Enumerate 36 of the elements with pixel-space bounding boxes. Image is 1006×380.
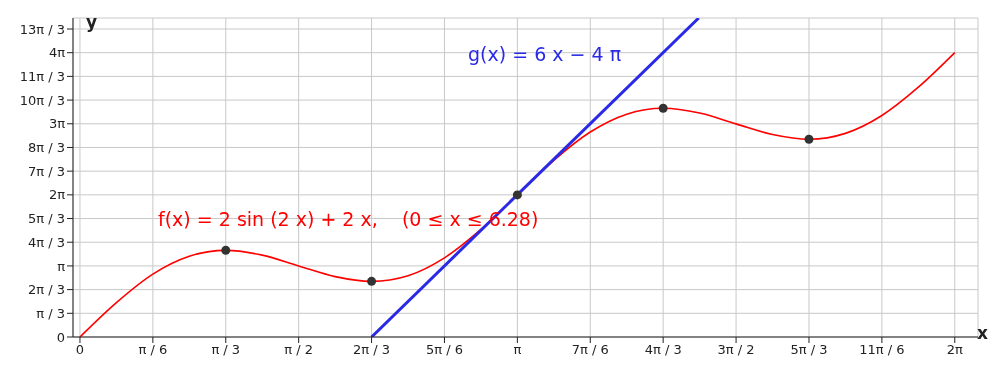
point	[512, 190, 522, 200]
point	[804, 134, 814, 144]
x-tick-label: 0	[75, 342, 85, 358]
x-tick-label: 2π	[946, 342, 963, 358]
series-label: f(x) = 2 sin (2 x) + 2 x, (0 ≤ x ≤ 6.28)	[158, 208, 539, 230]
y-axis-title: y	[85, 12, 97, 33]
x-tick-label: π / 6	[138, 342, 168, 358]
y-tick-label: 2π / 3	[27, 282, 65, 298]
x-tick-label: π / 2	[284, 342, 314, 358]
y-tick-label: π / 3	[36, 305, 65, 321]
x-tick-label: 7π / 6	[571, 342, 609, 358]
x-tick-label: 5π / 6	[425, 342, 463, 358]
y-tick-label: 0	[56, 329, 65, 345]
x-tick-label: π	[513, 342, 522, 358]
point	[658, 103, 668, 113]
x-tick-label: 3π / 2	[717, 342, 755, 358]
point	[221, 245, 231, 255]
y-tick-label: 7π / 3	[27, 163, 65, 179]
x-tick-label: 4π / 3	[644, 342, 682, 358]
y-tick-label: 4π / 3	[27, 234, 65, 250]
x-tick-label: 5π / 3	[790, 342, 828, 358]
y-tick-label: 10π / 3	[19, 92, 65, 108]
x-tick-label: π / 3	[211, 342, 241, 358]
y-tick-label: 5π / 3	[27, 211, 65, 227]
y-tick-label: 3π	[48, 116, 66, 132]
point	[367, 276, 377, 286]
x-axis-title: x	[977, 323, 989, 344]
series-label: g(x) = 6 x − 4 π	[468, 43, 622, 65]
y-tick-label: 2π	[48, 187, 66, 203]
x-tick-label: 2π / 3	[353, 342, 391, 358]
y-tick-label: 13π / 3	[19, 21, 65, 37]
y-tick-label: 4π	[48, 45, 66, 61]
y-tick-label: π	[57, 258, 66, 274]
y-tick-label: 11π / 3	[19, 69, 65, 84]
y-tick-label: 8π / 3	[27, 140, 65, 156]
x-tick-label: 11π / 6	[859, 342, 905, 358]
